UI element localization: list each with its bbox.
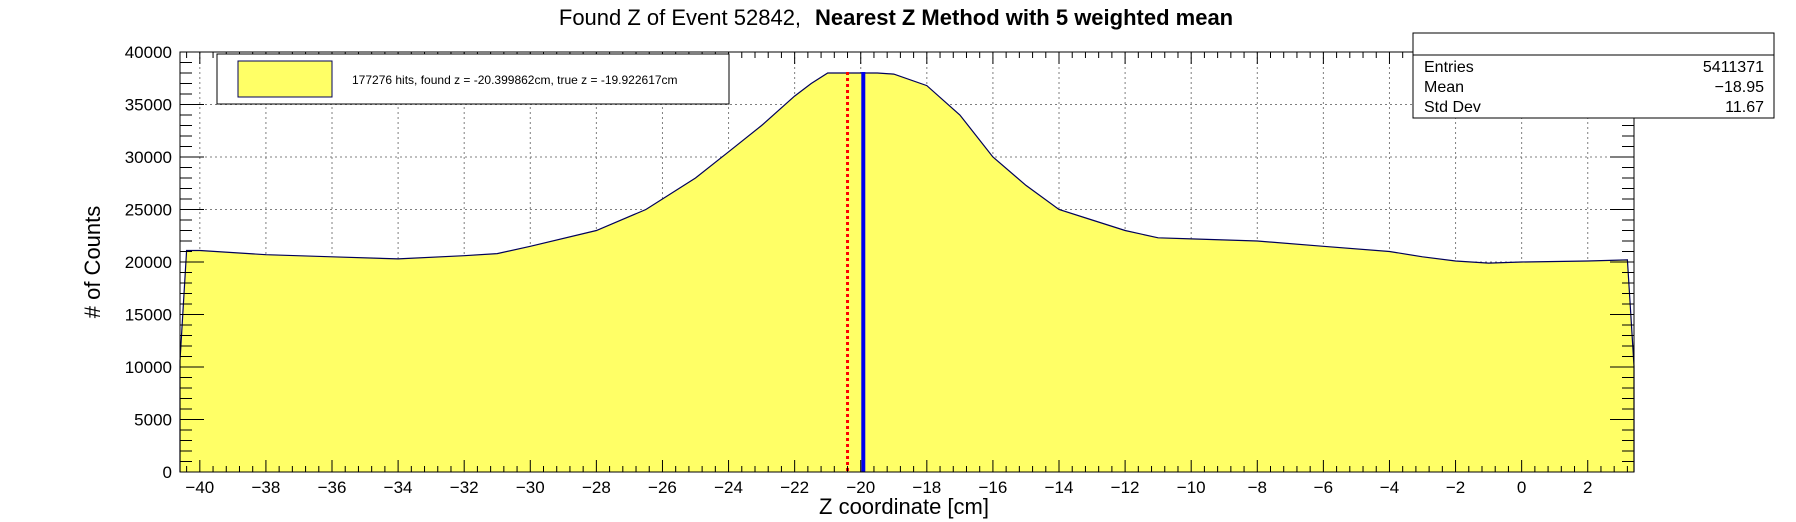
histogram-series	[179, 72, 1635, 472]
y-tick-label: 20000	[125, 253, 172, 272]
x-tick-label: 0	[1517, 478, 1526, 497]
x-tick-label: −24	[714, 478, 743, 497]
stats-value: 11.67	[1725, 99, 1764, 116]
histogram-outline	[179, 72, 1635, 472]
x-tick-label: −22	[780, 478, 809, 497]
chart-title: Found Z of Event 52842, Nearest Z Method …	[559, 5, 1233, 30]
x-tick-label: −2	[1446, 478, 1465, 497]
x-tick-label: −18	[912, 478, 941, 497]
x-tick-label: −20	[846, 478, 875, 497]
x-tick-label: −16	[978, 478, 1007, 497]
y-tick-label: 25000	[125, 201, 172, 220]
x-tick-label: −4	[1380, 478, 1399, 497]
stats-box: Entries 5411371 Mean −18.95 Std Dev 11.67	[1412, 32, 1775, 119]
x-axis-label: Z coordinate [cm]	[819, 494, 989, 519]
legend-box: 177276 hits, found z = -20.399862cm, tru…	[216, 53, 730, 105]
axes: −40 −38 −36 −34 −32 −30 −28 −26 −24 −22 −20 −18 −16−…	[125, 43, 1634, 497]
y-tick-label: 40000	[125, 43, 172, 62]
stats-rows: Entries 5411371 Mean −18.95 Std Dev 11.67	[1424, 59, 1764, 116]
x-tick-label: −32	[450, 478, 479, 497]
stats-value: 5411371	[1703, 59, 1764, 76]
histogram-fill	[180, 73, 1634, 472]
stats-value: −18.95	[1715, 79, 1764, 96]
x-tick-label: −40	[185, 478, 214, 497]
chart-title-normal: Found Z of Event 52842,	[559, 5, 801, 30]
y-tick-label: 30000	[125, 148, 172, 167]
x-tick-label: −26	[648, 478, 677, 497]
x-tick-label: −10	[1177, 478, 1206, 497]
x-tick-label: −6	[1314, 478, 1333, 497]
x-tick-label: −34	[384, 478, 413, 497]
y-tick-label: 10000	[125, 358, 172, 377]
legend-swatch	[237, 60, 333, 98]
x-tick-label: −30	[516, 478, 545, 497]
y-tick-label: 15000	[125, 306, 172, 325]
stats-label: Mean	[1424, 79, 1464, 96]
x-tick-label: 2	[1583, 478, 1592, 497]
stats-label: Entries	[1424, 59, 1474, 76]
chart-title-bold: Nearest Z Method with 5 weighted mean	[815, 5, 1233, 30]
y-tick-label: 35000	[125, 96, 172, 115]
x-tick-label: −28	[582, 478, 611, 497]
x-tick-label: −14	[1045, 478, 1074, 497]
x-tick-label: −36	[318, 478, 347, 497]
x-tick-label: −8	[1248, 478, 1267, 497]
legend-entry-label: 177276 hits, found z = -20.399862cm, tru…	[352, 73, 678, 87]
y-axis-label: # of Counts	[80, 206, 105, 319]
marker-lines	[846, 72, 866, 472]
y-tick-label: 0	[163, 463, 172, 482]
y-tick-label: 5000	[134, 411, 172, 430]
stats-label: Std Dev	[1424, 99, 1481, 116]
stats-border	[1412, 32, 1775, 119]
x-tick-label: −12	[1111, 478, 1140, 497]
x-tick-label: −38	[251, 478, 280, 497]
